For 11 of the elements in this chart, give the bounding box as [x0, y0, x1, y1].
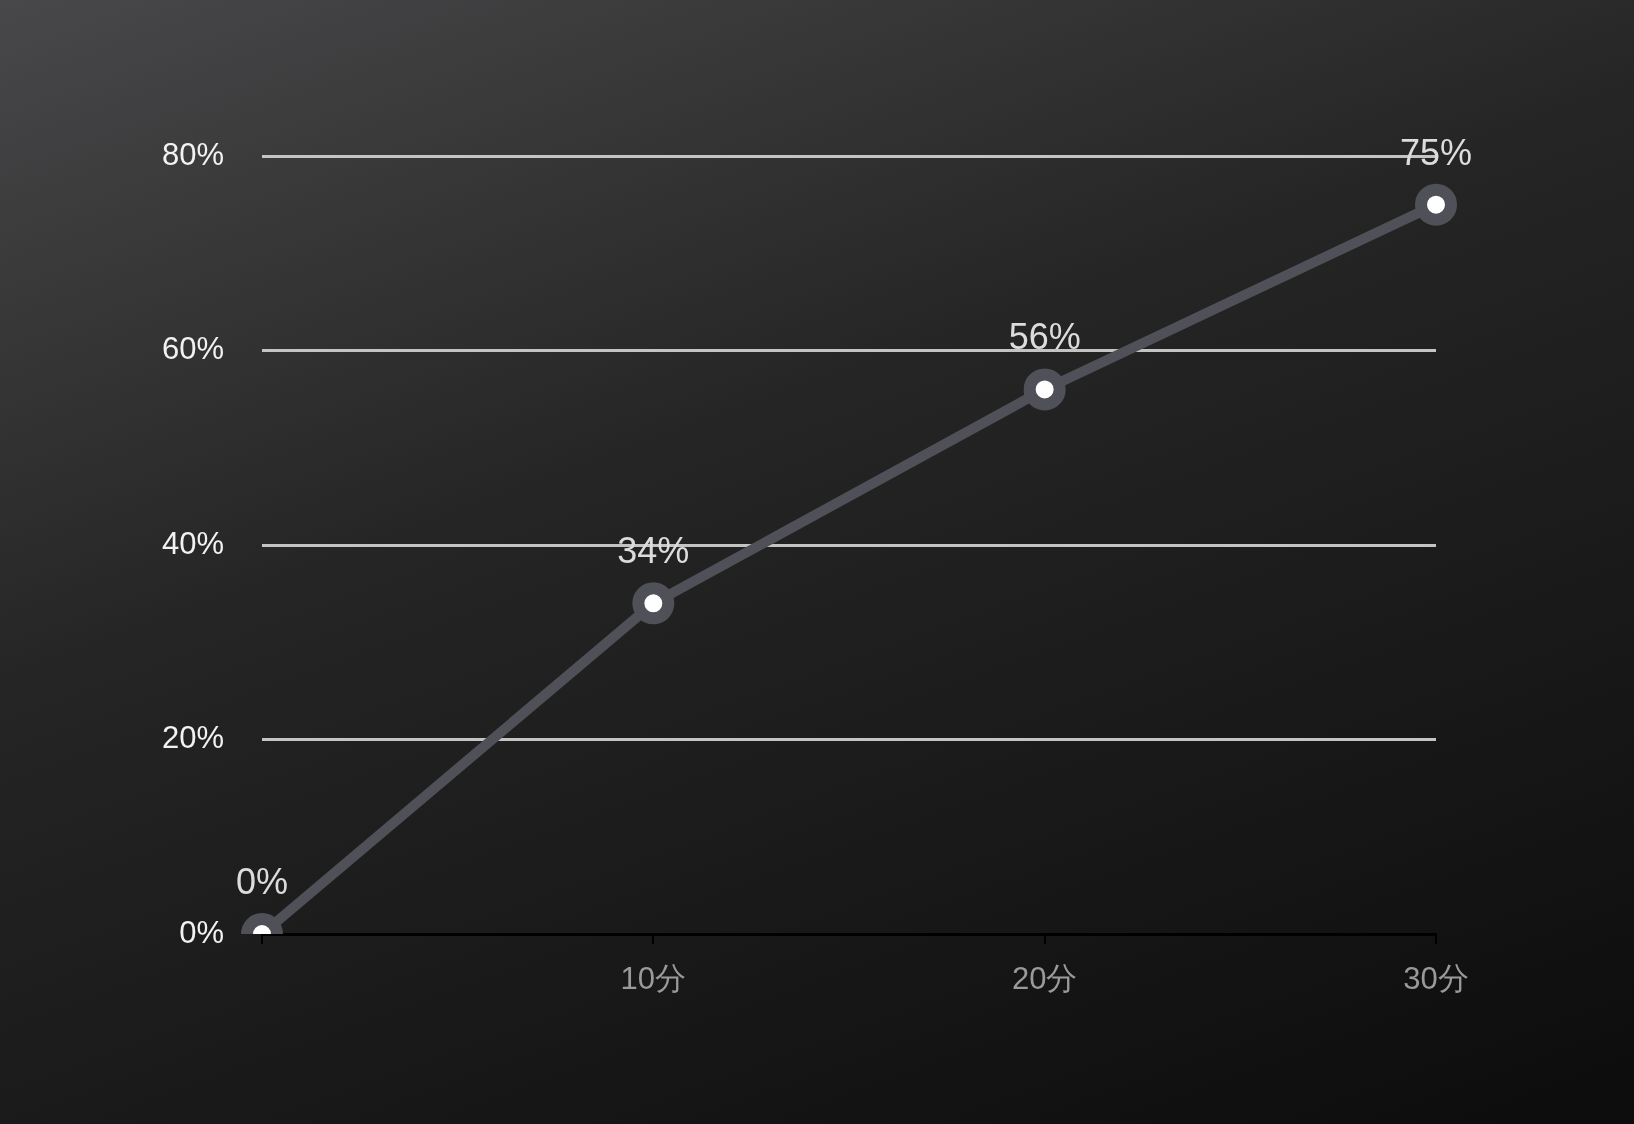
y-tick-label: 0% [179, 914, 224, 950]
x-tick-label: 20分 [1011, 961, 1078, 997]
x-tick-label: 30分 [1403, 961, 1469, 997]
y-tick-label: 40% [161, 525, 224, 561]
data-label: 0% [235, 861, 289, 902]
y-tick-label: 20% [161, 720, 224, 756]
y-tick-label: 80% [161, 136, 224, 172]
data-label: 75% [1399, 131, 1473, 173]
data-label: 56% [1008, 316, 1081, 358]
x-tick-label: 10分 [620, 961, 687, 997]
y-tick-label: 60% [161, 331, 224, 367]
